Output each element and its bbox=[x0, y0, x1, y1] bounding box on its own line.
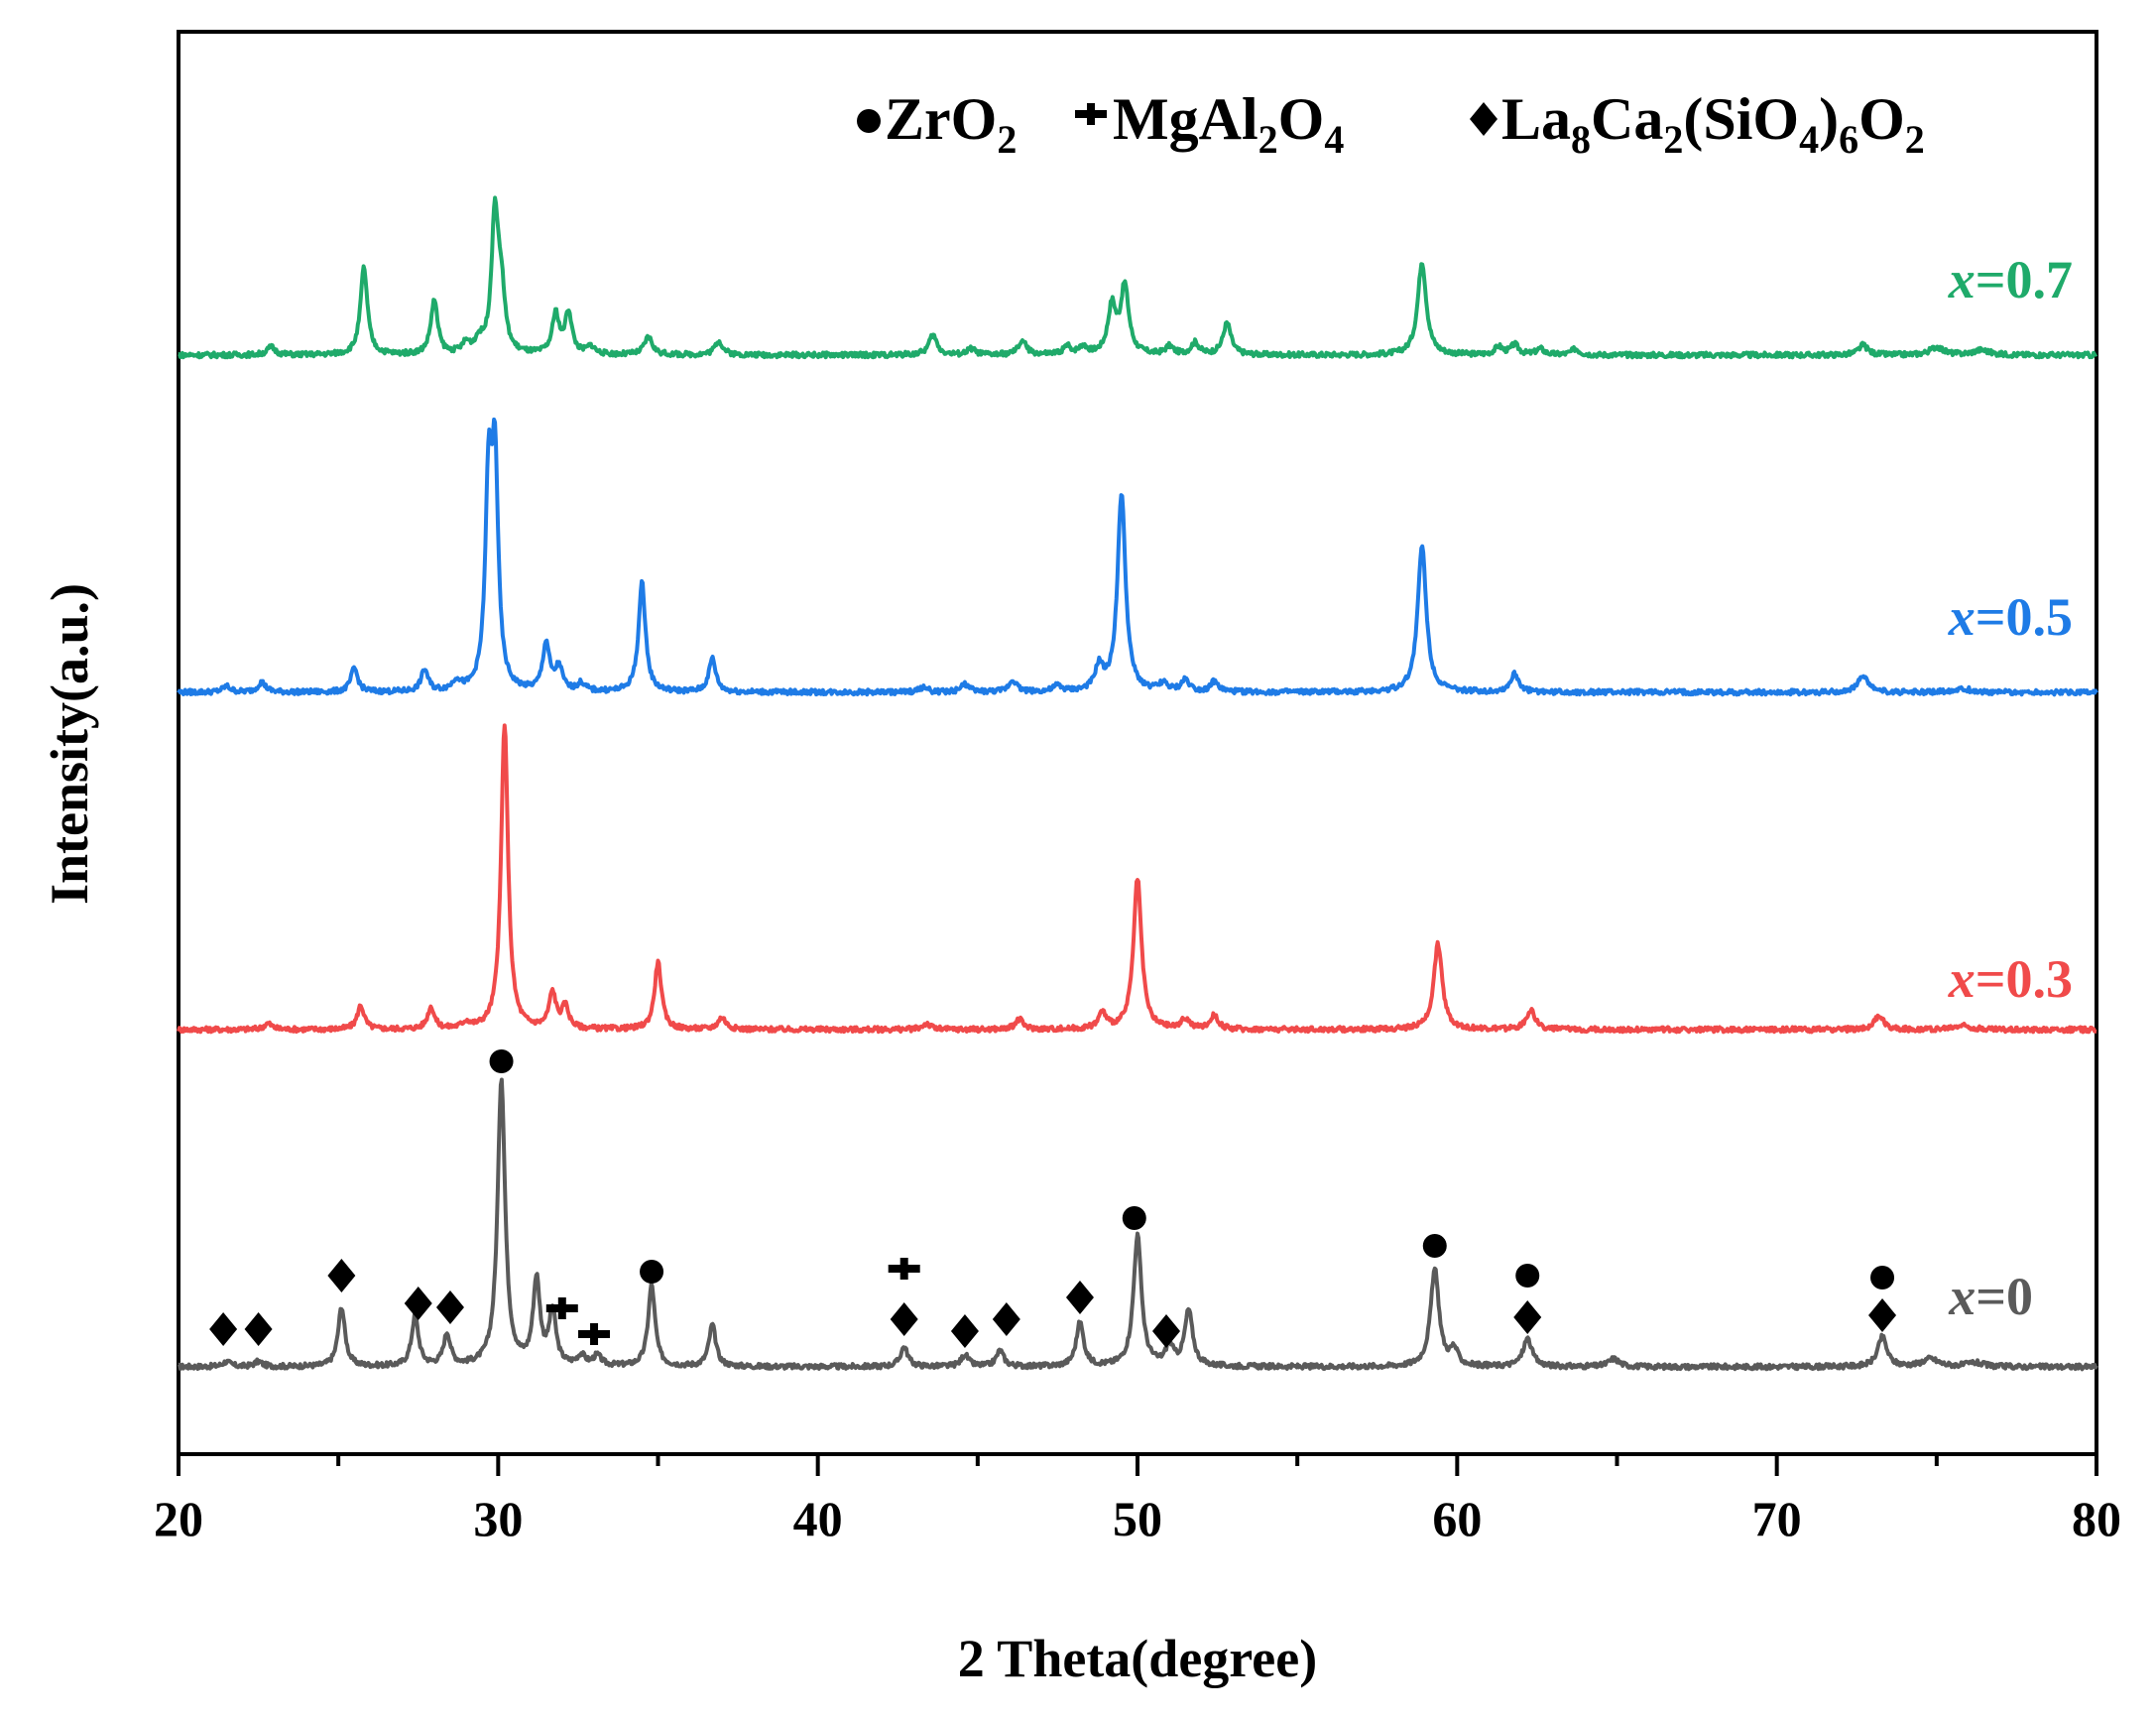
x-tick-label: 20 bbox=[154, 1491, 203, 1546]
series-line bbox=[177, 1077, 2098, 1372]
peak-marker-diamond bbox=[209, 1312, 238, 1346]
legend-entry: La8Ca2(SiO4)6O2 bbox=[1501, 86, 1925, 162]
series-layer: x=0 x=0.3 x=0.5 x=0.7 bbox=[177, 195, 2098, 1372]
series-label: x=0.7 bbox=[1948, 250, 2073, 309]
x-axis-ticks: 20 30 40 50 60 70 80 bbox=[154, 1454, 2121, 1546]
x-tick-label: 30 bbox=[473, 1491, 523, 1546]
y-axis-label: Intensity(a.u.) bbox=[40, 583, 99, 905]
x-tick-label: 60 bbox=[1432, 1491, 1482, 1546]
peak-marker-diamond bbox=[1152, 1314, 1181, 1348]
legend-symbol-circle bbox=[857, 109, 881, 133]
series-label: x=0 bbox=[1948, 1267, 2033, 1326]
x-tick-label: 40 bbox=[793, 1491, 843, 1546]
peak-marker-circle bbox=[1422, 1234, 1447, 1258]
peak-marker-club bbox=[545, 1297, 578, 1319]
peak-marker-circle bbox=[1515, 1264, 1540, 1288]
peak-marker-diamond bbox=[1065, 1281, 1094, 1314]
legend-entry: ZrO2 bbox=[885, 86, 1017, 162]
peak-marker-circle bbox=[1870, 1266, 1895, 1289]
peak-marker-diamond bbox=[992, 1302, 1020, 1336]
peak-marker-club bbox=[578, 1323, 611, 1345]
peak-marker-circle bbox=[640, 1260, 664, 1284]
legend-entry: MgAl2O4 bbox=[1113, 86, 1344, 162]
peak-marker-diamond bbox=[950, 1314, 979, 1348]
peak-marker-diamond bbox=[244, 1312, 273, 1346]
series-label: x=0.5 bbox=[1948, 587, 2073, 647]
peak-marker-diamond bbox=[435, 1290, 464, 1324]
peak-marker-diamond bbox=[1513, 1300, 1542, 1334]
legend-symbol-club bbox=[1075, 103, 1107, 125]
peak-marker-circle bbox=[1122, 1206, 1146, 1230]
x-axis-label: 2 Theta(degree) bbox=[958, 1629, 1317, 1688]
series-line bbox=[177, 195, 2098, 360]
peak-marker-diamond bbox=[890, 1302, 918, 1336]
legend-symbol-diamond bbox=[1470, 102, 1497, 136]
x-tick-label: 50 bbox=[1113, 1491, 1162, 1546]
series-line bbox=[177, 417, 2098, 697]
peak-marker-diamond bbox=[404, 1287, 432, 1320]
peak-marker-club bbox=[888, 1258, 920, 1280]
series-label: x=0.3 bbox=[1948, 949, 2073, 1009]
x-tick-label: 80 bbox=[2072, 1491, 2121, 1546]
peak-markers bbox=[209, 1049, 1897, 1348]
peak-marker-diamond bbox=[327, 1259, 356, 1292]
x-tick-label: 70 bbox=[1752, 1491, 1802, 1546]
series-line bbox=[177, 723, 2098, 1035]
legend: ZrO2 MgAl2O4 La8Ca2(SiO4)6O2 bbox=[857, 86, 1925, 162]
peak-marker-diamond bbox=[1868, 1298, 1897, 1332]
peak-marker-circle bbox=[489, 1049, 514, 1073]
